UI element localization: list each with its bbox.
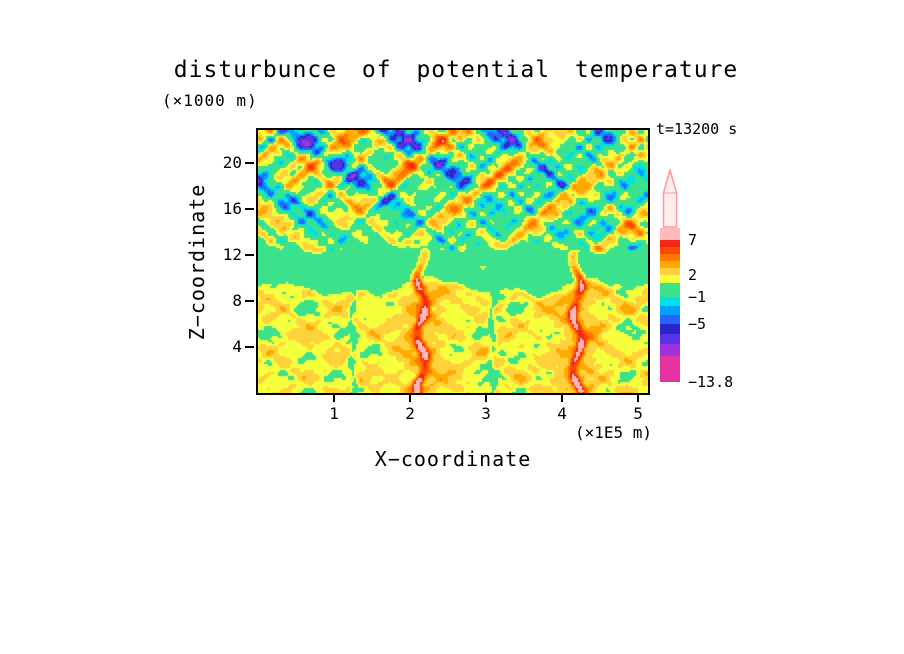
x-tick-label: 4 (557, 404, 567, 423)
y-axis-unit-label: (×1000 m) (162, 91, 258, 110)
y-tick-mark (245, 300, 254, 303)
colorbar-segment (660, 247, 680, 254)
colorbar-segment (660, 275, 680, 283)
colorbar-segment (660, 268, 680, 275)
y-tick-label: 8 (232, 291, 242, 311)
colorbar-segment (660, 228, 680, 240)
y-axis-label: Z−coordinate (185, 183, 209, 341)
y-tick-mark (245, 208, 254, 211)
y-tick-label: 20 (222, 153, 242, 173)
x-tick-label: 2 (405, 404, 415, 423)
x-axis-unit-label: (×1E5 m) (574, 423, 652, 442)
y-tick-label: 16 (222, 199, 242, 219)
y-tick-label: 4 (232, 337, 242, 357)
y-tick-label: 12 (222, 245, 242, 265)
plot-frame (256, 128, 650, 395)
colorbar-segment (660, 306, 680, 315)
colorbar-label: −5 (688, 315, 707, 333)
colorbar-segment (660, 283, 680, 297)
colorbar-label: −1 (688, 288, 707, 306)
heatmap-canvas (258, 130, 648, 393)
x-tick-label: 1 (329, 404, 339, 423)
x-tick-mark (409, 395, 412, 402)
y-tick-mark (245, 162, 254, 165)
x-tick-label: 5 (633, 404, 643, 423)
x-tick-mark (561, 395, 564, 402)
x-tick-label: 3 (481, 404, 491, 423)
y-tick-mark (245, 346, 254, 349)
x-axis-label: X−coordinate (374, 447, 532, 471)
colorbar-arrow-icon (662, 169, 678, 228)
colorbar-label: 2 (688, 266, 698, 284)
chart-title: disturbunce of potential temperature (173, 57, 739, 83)
colorbar-segment (660, 324, 680, 334)
colorbar (660, 228, 680, 382)
colorbar-segment (660, 334, 680, 344)
colorbar-segment (660, 261, 680, 268)
colorbar-segment (660, 315, 680, 324)
colorbar-segment (660, 356, 680, 382)
colorbar-segment (660, 344, 680, 356)
colorbar-label: −13.8 (688, 373, 734, 391)
colorbar-segment (660, 297, 680, 306)
x-tick-mark (485, 395, 488, 402)
colorbar-segment (660, 254, 680, 261)
colorbar-label: 7 (688, 231, 698, 249)
time-annotation: t=13200 s (656, 120, 738, 138)
x-tick-mark (333, 395, 336, 402)
x-tick-mark (637, 395, 640, 402)
y-tick-mark (245, 254, 254, 257)
colorbar-segment (660, 240, 680, 247)
